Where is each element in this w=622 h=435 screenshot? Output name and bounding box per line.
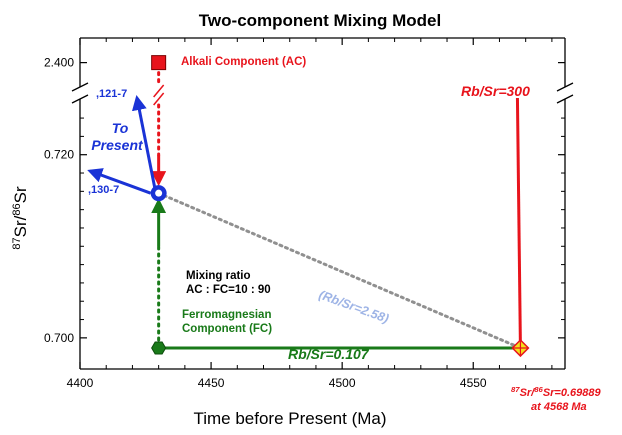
axis-break-mark — [556, 94, 574, 104]
initial-point-cross — [512, 340, 529, 357]
ac-break-mark — [153, 92, 165, 106]
series-label-rb-sr-0107: Rb/Sr=0.107 — [288, 346, 370, 362]
series-label-rb-sr-258: (Rb/Sr=2.58) — [317, 288, 391, 326]
series-line-mixing — [157, 191, 522, 350]
axis-break-mark — [71, 82, 89, 92]
point-markers — [150, 55, 530, 358]
present-arrow-lower — [87, 168, 152, 195]
plot-frame — [71, 37, 574, 370]
axis-break-mark — [71, 94, 89, 104]
chart-title: Two-component Mixing Model — [199, 11, 441, 30]
y-axis-label: 87Sr/86Sr — [11, 186, 30, 250]
y-tick-label: 2.400 — [44, 56, 74, 70]
x-tick-label: 4450 — [198, 376, 225, 390]
ac-point — [151, 55, 167, 71]
x-axis-label: Time before Present (Ma) — [193, 409, 386, 428]
annotation-labels: Alkali Component (AC) Ferromagnesian Compo… — [88, 56, 601, 413]
series-line-ac — [515, 97, 522, 349]
present-arrow-upper — [131, 95, 157, 188]
y-tick-label: 0.720 — [44, 148, 74, 162]
to-present-label-line1: To — [112, 120, 129, 136]
mixing-ratio-label-line1: Mixing ratio — [186, 270, 251, 282]
axis-break-mark — [556, 82, 574, 92]
mixing-ratio-label-line2: AC : FC=10 : 90 — [186, 284, 271, 296]
ac-label: Alkali Component (AC) — [181, 56, 306, 68]
arrow-lower-label: ,130-7 — [88, 184, 119, 196]
fc-point — [151, 341, 167, 355]
x-tick-label: 4500 — [329, 376, 356, 390]
arrow-upper-label: ,121-7 — [96, 88, 127, 100]
ac-break-mark — [153, 84, 165, 98]
y-tick-label: 0.700 — [44, 331, 74, 345]
mixture-point-center — [155, 189, 163, 197]
initial-ratio-label-line1: 87Sr/86Sr=0.69889 — [511, 385, 601, 400]
x-tick-label: 4400 — [67, 376, 94, 390]
axis-ticks: 4400 4450 4500 4550 0.700 0.720 2.400 — [44, 38, 565, 390]
series-layer — [87, 71, 522, 350]
initial-ratio-label-line2: at 4568 Ma — [531, 401, 587, 413]
fc-label-line2: Component (FC) — [182, 323, 272, 335]
series-label-rb-sr-300: Rb/Sr=300 — [461, 83, 530, 99]
to-present-label-line2: Present — [91, 137, 144, 153]
fc-label-line1: Ferromagnesian — [182, 309, 271, 321]
x-tick-label: 4550 — [460, 376, 487, 390]
